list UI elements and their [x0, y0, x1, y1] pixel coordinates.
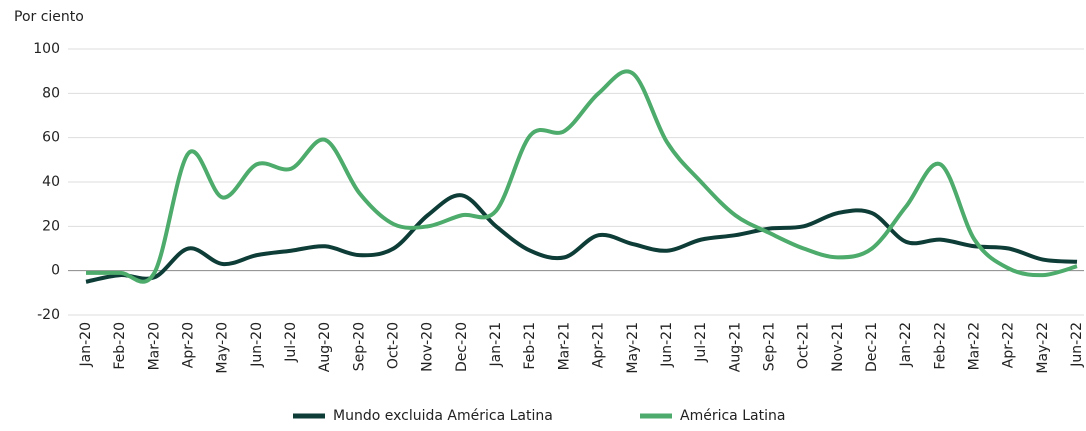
x-tick-label: Mar-22 [966, 322, 982, 370]
x-tick-label: Jul-21 [693, 322, 709, 363]
x-tick-label: Mar-20 [146, 322, 162, 370]
y-tick-label: 80 [42, 85, 60, 101]
x-tick-label: Nov-21 [830, 322, 846, 372]
x-tick-label: Sep-20 [351, 322, 367, 371]
x-tick-label: Jul-20 [283, 322, 299, 363]
x-tick-label: Feb-22 [932, 322, 948, 370]
y-tick-label: 0 [51, 263, 60, 279]
x-tick-label: Mar-21 [556, 322, 572, 370]
x-tick-label: Dec-20 [454, 322, 470, 372]
x-tick-label: Feb-21 [522, 322, 538, 370]
x-tick-label: May-22 [1035, 322, 1051, 374]
x-tick-label: Apr-20 [181, 322, 197, 368]
x-tick-label: Oct-20 [386, 322, 402, 369]
x-tick-label: Jun-21 [659, 322, 675, 368]
x-tick-label: May-20 [215, 322, 231, 374]
y-tick-label: 20 [42, 218, 60, 234]
x-tick-label: Aug-20 [317, 322, 333, 372]
y-tick-label: 40 [42, 174, 60, 190]
series-line [86, 69, 1078, 284]
x-tick-label: Apr-22 [1001, 322, 1017, 368]
x-tick-label: Dec-21 [864, 322, 880, 372]
x-tick-label: Jun-20 [249, 322, 265, 368]
x-tick-label: Jun-22 [1069, 322, 1085, 368]
x-tick-label: Feb-20 [112, 322, 128, 370]
x-tick-label: Oct-21 [796, 322, 812, 369]
x-tick-label: Nov-20 [420, 322, 436, 372]
x-tick-label: Jan-21 [488, 322, 504, 367]
x-tick-label: Jan-22 [898, 322, 914, 367]
legend-label: América Latina [680, 408, 785, 424]
y-tick-label: -20 [37, 307, 60, 323]
y-tick-label: 60 [42, 130, 60, 146]
x-tick-label: Aug-21 [727, 322, 743, 372]
x-tick-label: May-21 [625, 322, 641, 374]
series-line [85, 193, 1078, 284]
x-tick-label: Sep-21 [761, 322, 777, 371]
y-axis-label: Por ciento [14, 9, 84, 25]
x-tick-label: Jan-20 [78, 322, 94, 367]
x-tick-label: Apr-21 [591, 322, 607, 368]
y-tick-label: 100 [33, 41, 60, 57]
legend-label: Mundo excluida América Latina [333, 408, 553, 424]
